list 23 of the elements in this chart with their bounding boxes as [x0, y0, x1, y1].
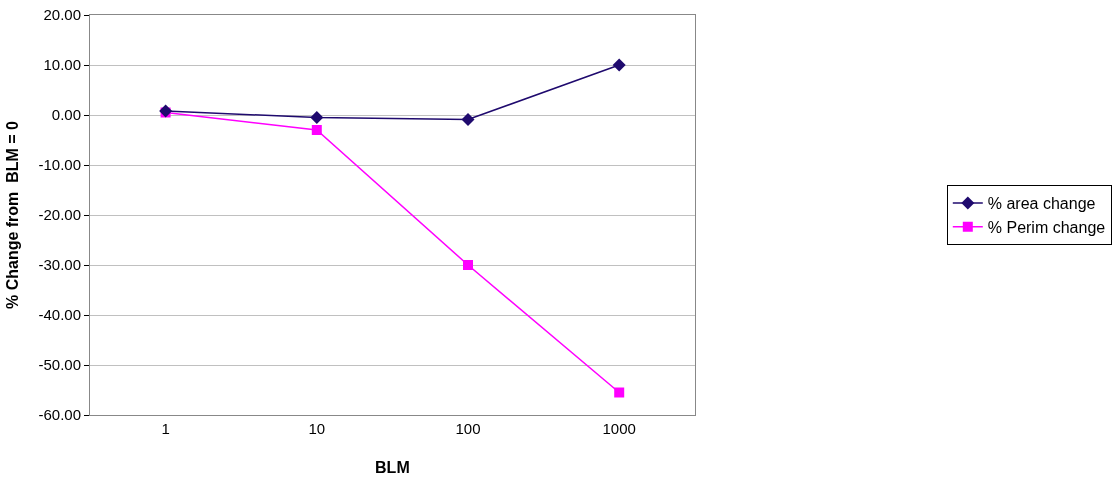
x-tick-label: 1000	[602, 420, 636, 437]
y-tick-label: 20.00	[43, 6, 81, 24]
x-tick-label: 10	[308, 420, 326, 437]
y-tick-label: -40.00	[38, 306, 81, 324]
point	[311, 125, 322, 135]
y-axis-title: % Change from BLM = 0	[4, 120, 22, 310]
y-tick-label: 0.00	[51, 106, 81, 124]
x-tick-label: 1	[161, 420, 170, 437]
point	[612, 58, 626, 72]
point	[310, 111, 324, 124]
y-tick-label: -50.00	[38, 356, 81, 374]
y-tick-label: 10.00	[43, 56, 81, 74]
point	[463, 260, 473, 270]
y-tick-label: -20.00	[38, 206, 81, 224]
y-tick-label: -30.00	[38, 256, 81, 274]
x-axis-title: BLM	[375, 458, 410, 476]
y-tick-label: -60.00	[38, 406, 81, 424]
legend-label: % Perim change	[987, 218, 1106, 236]
point	[461, 113, 475, 126]
y-tick-label: -10.00	[38, 156, 81, 174]
x-tick-label: 100	[455, 420, 481, 437]
point	[614, 387, 625, 398]
legend-label: % area change	[987, 195, 1096, 213]
